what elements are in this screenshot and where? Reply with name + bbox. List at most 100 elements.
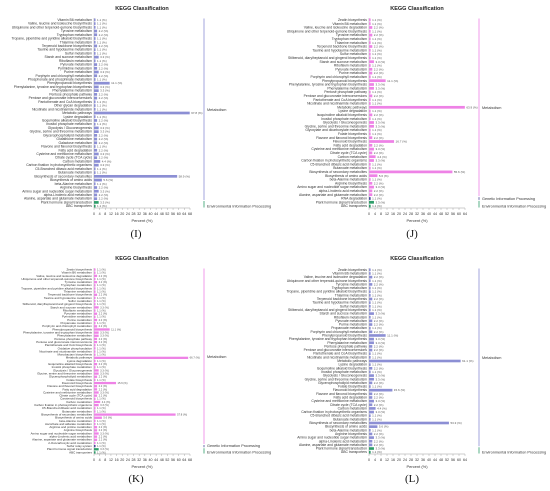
x-tick-label: 4 — [374, 458, 376, 462]
bar — [369, 18, 371, 22]
category-label: Isoquinoline alkaloid biosynthesis — [317, 366, 367, 370]
data-label: 1.1 (%) — [97, 115, 107, 119]
data-label: 1.1 (%) — [372, 98, 382, 102]
bar — [369, 193, 373, 197]
bar — [94, 171, 96, 174]
panel-label-i: (I) — [130, 228, 142, 240]
category-label: Metabolic pathways — [337, 105, 367, 109]
data-label: 2.2 (%) — [99, 280, 108, 284]
category-label: Lysine degradation — [338, 109, 367, 113]
bar — [94, 303, 96, 306]
bar — [369, 359, 461, 363]
bar — [369, 341, 374, 345]
bar — [369, 189, 373, 193]
bar — [94, 63, 98, 66]
category-label: 2-Oxocarboxylic acid metabolism — [48, 441, 92, 445]
category-label: Pentose phosphate pathway — [49, 92, 92, 96]
data-label: 1.1 (%) — [97, 450, 106, 454]
category-label: RNA degradation — [341, 197, 367, 201]
data-label: 58.9 (%) — [179, 174, 190, 178]
category-label: ABC transporters — [69, 450, 92, 454]
data-label: 3.3 (%) — [100, 390, 109, 394]
data-label: 2.2 (%) — [374, 67, 384, 71]
category-label: Cysteine and methionine metabolism — [311, 399, 367, 403]
data-label: 2.2 (%) — [99, 274, 108, 278]
category-label: Phenylpropanoid biosynthesis — [52, 327, 92, 331]
category-label: Purine metabolism — [67, 318, 92, 322]
data-label: 1.1 (%) — [372, 385, 382, 389]
category-label: Ubiquinone and other terpenoid-quinone b… — [287, 279, 368, 283]
bar — [94, 52, 96, 55]
category-label: Vitamin B6 metabolism — [62, 271, 93, 275]
data-label: 1.1 (%) — [372, 52, 382, 56]
x-tick-label: 28 — [409, 458, 413, 462]
data-label: 3.3 (%) — [375, 185, 385, 189]
category-label: C5-Branched dibasic acid metabolism — [35, 167, 92, 171]
data-label: 3.3 (%) — [375, 399, 385, 403]
bar — [94, 369, 99, 372]
category-label: Valine, leucine and isoleucine degradati… — [36, 274, 92, 278]
bar — [94, 156, 98, 160]
data-label: 1.1 (%) — [372, 109, 382, 113]
bar — [369, 308, 371, 312]
data-label: 2.2 (%) — [374, 395, 384, 399]
panel-j: KEGG Classification 0 4 8 12 16 20 24 28 32 36 40 44… — [275, 0, 550, 245]
category-label: Arginine biosynthesis — [335, 432, 367, 436]
category-label: Riboflavin metabolism — [63, 308, 93, 312]
bar — [369, 366, 373, 370]
bar — [369, 410, 374, 414]
category-label: Alanine, aspartate and glutamate metabol… — [299, 443, 367, 447]
bar — [94, 85, 99, 89]
x-tick-label: 36 — [421, 458, 425, 462]
bar — [369, 348, 373, 352]
data-label: 3.3 (%) — [375, 374, 385, 378]
data-label: 2.2 (%) — [374, 403, 384, 407]
bar — [94, 315, 96, 318]
data-label: 66.7 (%) — [190, 356, 200, 360]
bar — [369, 374, 374, 377]
bar — [369, 283, 373, 286]
data-label: 1.1 (%) — [372, 48, 382, 52]
data-label: 67.8 (%) — [191, 111, 202, 115]
bar — [369, 425, 378, 428]
bar — [369, 436, 374, 439]
data-label: 2.2 (%) — [99, 384, 108, 388]
x-tick-label: 52 — [445, 212, 449, 216]
bar — [94, 22, 96, 25]
category-label: Amino sugar and nucleotide sugar metabol… — [31, 431, 93, 435]
category-label: Butanoate metabolism — [333, 417, 367, 421]
bar — [369, 52, 371, 56]
category-label: Glycerophospholipid metabolism — [43, 133, 92, 137]
data-label: 1.1 (%) — [372, 75, 382, 79]
data-label: 2.2 (%) — [99, 66, 109, 70]
data-label: 3.3 (%) — [100, 130, 110, 134]
category-label: Biosynthesis of amino acids — [325, 174, 367, 178]
data-label: 2.2 (%) — [99, 340, 108, 344]
data-label: 1.1 (%) — [372, 450, 382, 454]
x-tick-label: 44 — [433, 212, 437, 216]
bar — [94, 438, 98, 441]
data-label: 1.1 (%) — [97, 271, 106, 275]
bar — [369, 56, 371, 60]
data-label: 1.1 (%) — [372, 315, 382, 319]
category-label: Pyruvate metabolism — [60, 63, 92, 67]
data-label: 1.1 (%) — [97, 51, 107, 55]
data-label: 2.2 (%) — [374, 282, 384, 286]
category-label: Vitamin B6 metabolism — [57, 18, 92, 22]
bar — [94, 331, 99, 334]
bar — [94, 312, 98, 315]
category-label: Phenylpropanoid biosynthesis — [322, 333, 367, 337]
bar — [369, 60, 374, 64]
data-label: 57.8 (%) — [177, 412, 187, 416]
category-label: Starch and sucrose metabolism — [320, 60, 368, 64]
category-label: Nicotinate and nicotinamide metabolism — [32, 107, 92, 111]
data-label: 1.1 (%) — [97, 346, 106, 350]
bar — [94, 48, 96, 52]
x-tick-label: 64 — [182, 212, 186, 216]
bar — [369, 439, 373, 443]
data-label: 2.2 (%) — [374, 297, 384, 301]
data-label: 1.1 (%) — [372, 271, 382, 275]
bar — [369, 155, 376, 159]
category-label: beta-Alanine metabolism — [59, 419, 92, 423]
